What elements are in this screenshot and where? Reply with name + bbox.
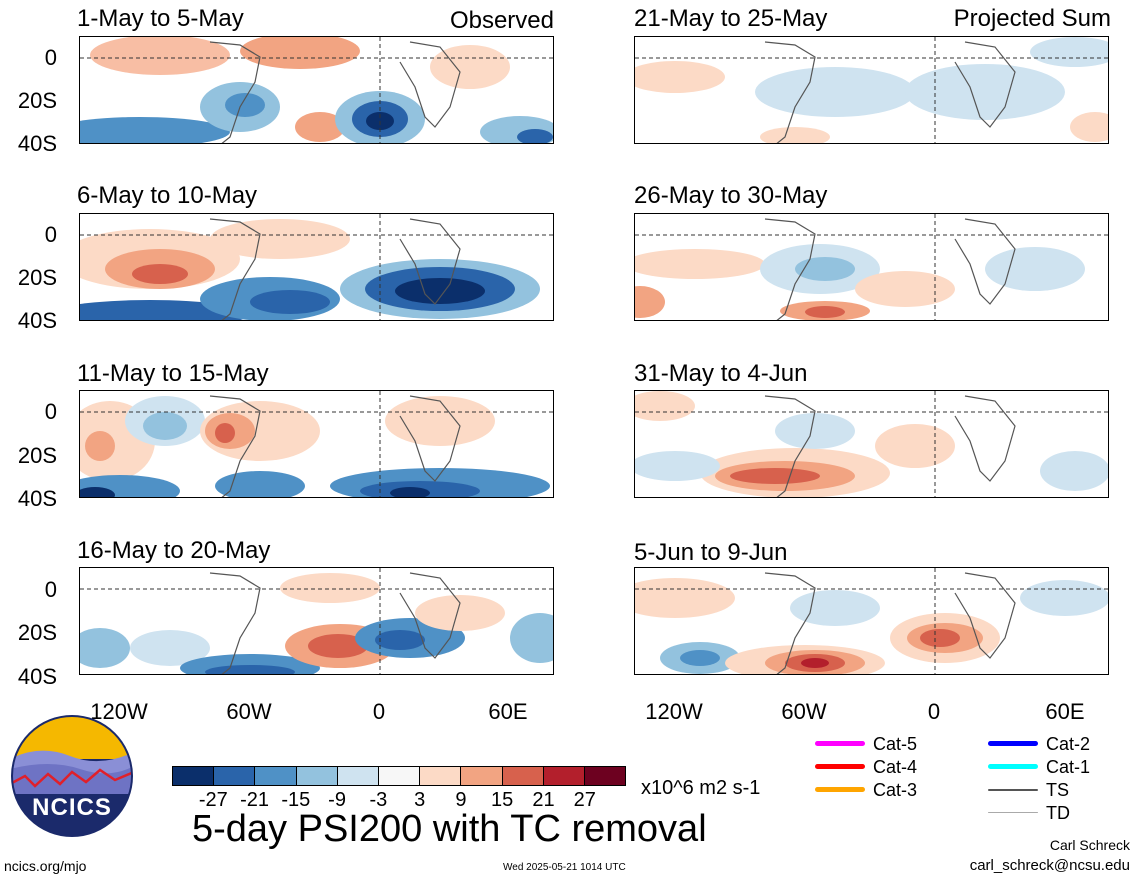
main-title: 5-day PSI200 with TC removal [192, 808, 707, 850]
lat-label: 0 [44, 222, 57, 247]
lat-label: 40S [17, 486, 57, 511]
lat-label: 0 [44, 399, 57, 424]
lon-label: 60W [781, 699, 827, 724]
colorbar-swatch [543, 767, 585, 785]
map-field [79, 213, 554, 321]
legend-label: Cat-3 [873, 780, 918, 800]
colorbar-swatch [337, 767, 379, 785]
colorbar-tick-label: -3 [369, 789, 388, 811]
lat-label: 0 [44, 577, 57, 602]
map-field [634, 36, 1109, 144]
map-field [79, 390, 554, 498]
colorbar-tick-label: -27 [198, 789, 228, 811]
colorbar-units: x10^6 m2 s-1 [641, 777, 761, 799]
colorbar-tick-label: -9 [328, 789, 346, 811]
legend-label: Cat-4 [873, 757, 918, 777]
lat-label: 20S [17, 88, 57, 113]
colorbar-tick-label: 9 [455, 789, 467, 811]
panel-title: 26-May to 30-May [634, 182, 828, 209]
panel-tag: Observed [449, 7, 554, 34]
colorbar-swatch [173, 767, 215, 785]
colorbar-swatch [584, 767, 626, 785]
colorbar-swatch [214, 767, 256, 785]
legend-label: Cat-5 [873, 734, 918, 754]
legend-swatch [988, 764, 1038, 769]
colorbar-swatch [296, 767, 338, 785]
panel-title: 31-May to 4-Jun [634, 360, 808, 387]
lat-label: 20S [17, 443, 57, 468]
map-field [79, 36, 554, 144]
map-field [634, 567, 1109, 675]
colorbar-swatch [420, 767, 462, 785]
colorbar-tick-label: 3 [414, 789, 426, 811]
colorbar-tick-label: -21 [240, 789, 269, 811]
colorbar-tick-label: 15 [491, 789, 514, 811]
lon-label: 60E [1045, 699, 1085, 724]
colorbar-swatch [255, 767, 297, 785]
lat-label: 0 [44, 45, 57, 70]
footer-timestamp: Wed 2025-05-21 1014 UTC [503, 862, 626, 873]
lat-label: 20S [17, 620, 57, 645]
legend-swatch [815, 787, 865, 792]
footer-url[interactable]: ncics.org/mjo [4, 858, 87, 874]
legend-label: Cat-2 [1046, 734, 1091, 754]
legend-swatch [815, 764, 865, 769]
colorbar-swatch [461, 767, 503, 785]
legend-swatch [988, 812, 1038, 813]
lon-label: 120W [645, 699, 703, 724]
lon-label: 0 [927, 699, 941, 724]
colorbar-swatch [378, 767, 421, 785]
map-field [634, 213, 1109, 321]
lat-label: 40S [17, 308, 57, 333]
colorbar-tick-label: 21 [532, 789, 555, 811]
legend-label: TS [1046, 780, 1070, 800]
lon-label: 60W [226, 699, 272, 724]
colorbar [172, 766, 626, 786]
panel-title: 21-May to 25-May [634, 5, 828, 32]
colorbar-tick-label: 27 [573, 789, 596, 811]
legend-label: Cat-1 [1046, 757, 1091, 777]
panel-title: 1-May to 5-May [77, 5, 244, 32]
legend-swatch [988, 741, 1038, 746]
lat-label: 40S [17, 664, 57, 689]
ncics-logo: NCICS [10, 714, 134, 838]
panel-title: 16-May to 20-May [77, 537, 271, 564]
panel-title: 5-Jun to 9-Jun [634, 539, 788, 566]
colorbar-tick-label: -15 [281, 789, 311, 811]
footer-author: Carl Schreck [1049, 837, 1130, 853]
legend-swatch [815, 741, 865, 746]
logo-text: NCICS [32, 794, 112, 821]
lon-label: 60E [488, 699, 528, 724]
legend-label: TD [1046, 803, 1070, 823]
lon-label: 0 [372, 699, 386, 724]
panel-tag: Projected Sum [953, 5, 1111, 32]
footer-email[interactable]: carl_schreck@ncsu.edu [969, 857, 1130, 874]
map-field [634, 390, 1109, 498]
lon-label: 120W [90, 699, 148, 724]
panel-title: 6-May to 10-May [77, 182, 258, 209]
legend-swatch [988, 789, 1038, 791]
map-field [79, 567, 554, 675]
lat-label: 20S [17, 265, 57, 290]
lat-label: 40S [17, 131, 57, 156]
panel-title: 11-May to 15-May [77, 360, 269, 387]
colorbar-swatch [502, 767, 544, 785]
